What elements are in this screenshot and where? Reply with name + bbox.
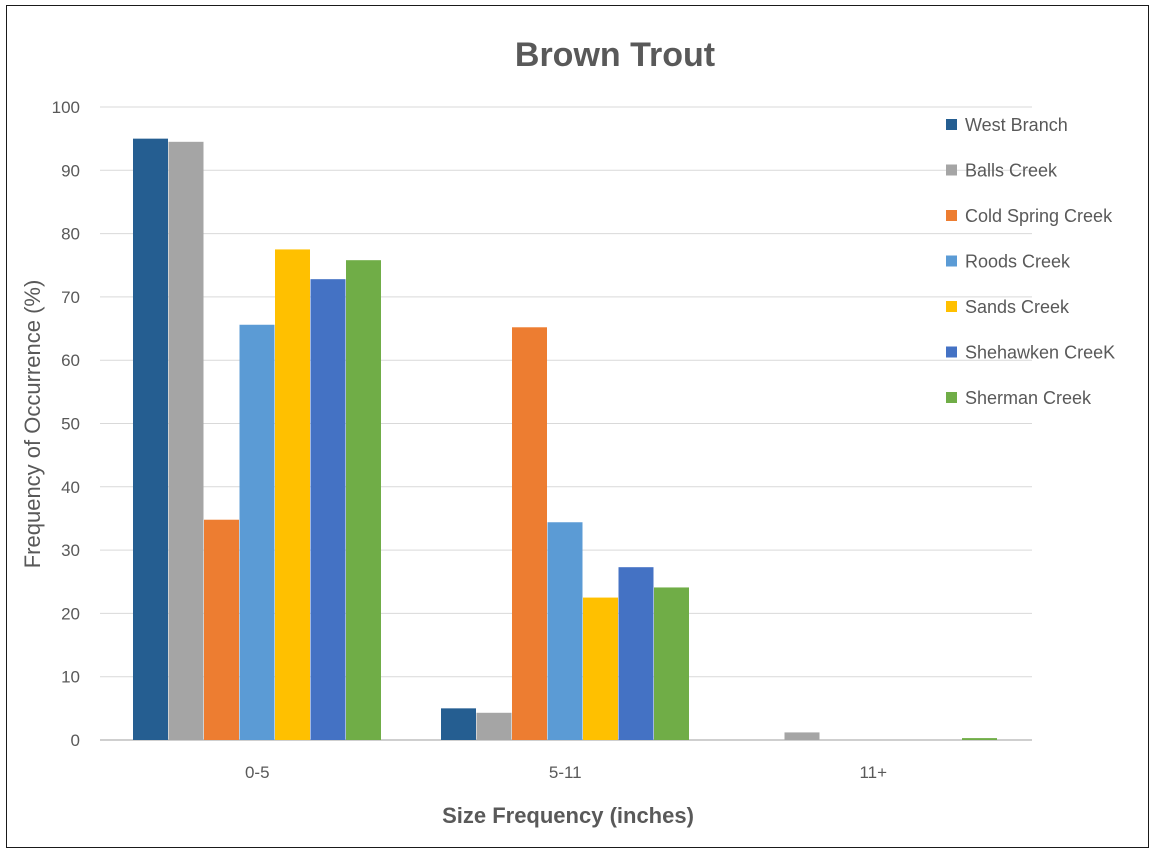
x-tick-label: 11+: [859, 763, 887, 782]
bar-sands-creek-5-11: [583, 597, 618, 740]
legend-swatch: [946, 255, 957, 267]
legend-swatch: [946, 210, 957, 221]
x-tick-label: 0-5: [245, 763, 270, 782]
bar-shehawken-creek-5-11: [618, 567, 654, 740]
y-tick-label: 90: [61, 161, 80, 180]
bar-sherman-creek-5-11: [654, 587, 689, 740]
y-tick-labels: 0 10 20 30 40 50 60 70 80 90 100: [52, 98, 80, 750]
bar-sherman-creek-11+: [962, 738, 997, 740]
y-axis-title: Frequency of Occurrence (%): [20, 280, 45, 569]
legend-swatch: [946, 164, 957, 176]
x-tick-labels: 0-5 5-11 11+: [245, 763, 887, 782]
y-tick-label: 70: [61, 288, 80, 307]
legend-label: Sands Creek: [965, 297, 1070, 317]
legend-swatch: [946, 119, 957, 130]
bar-roods-creek-5-11: [547, 522, 583, 740]
legend-label: West Branch: [965, 115, 1068, 135]
y-tick-label: 50: [61, 415, 80, 434]
y-tick-label: 10: [61, 668, 80, 687]
bar-sands-creek-0-5: [275, 249, 310, 741]
x-tick-label: 5-11: [549, 763, 582, 782]
legend-swatch: [946, 392, 957, 403]
legend-swatch: [946, 301, 957, 312]
y-tick-label: 80: [61, 225, 80, 244]
legend-label: Roods Creek: [965, 252, 1071, 272]
legend-label: Sherman Creek: [965, 388, 1092, 408]
legend-label: Cold Spring Creek: [965, 206, 1113, 226]
legend-label: Shehawken CreeK: [965, 343, 1115, 363]
bar-balls-creek-11+: [784, 732, 820, 740]
y-tick-label: 40: [61, 478, 80, 497]
bar-sherman-creek-0-5: [346, 260, 381, 740]
bar-west-branch-5-11: [441, 708, 476, 740]
bar-shehawken-creek-0-5: [310, 279, 346, 740]
bar-cold-spring-creek-5-11: [512, 327, 547, 740]
bar-west-branch-0-5: [133, 138, 168, 740]
bar-roods-creek-0-5: [239, 324, 275, 740]
bar-cold-spring-creek-0-5: [204, 519, 239, 740]
y-tick-label: 30: [61, 541, 80, 560]
bar-balls-creek-5-11: [476, 712, 512, 740]
y-tick-label: 0: [71, 731, 80, 750]
bars: [133, 138, 997, 741]
legend: West Branch Balls Creek Cold Spring Creek R…: [946, 115, 1115, 408]
bar-balls-creek-0-5: [168, 141, 204, 740]
y-tick-label: 20: [61, 604, 80, 623]
x-axis-title: Size Frequency (inches): [442, 803, 694, 828]
legend-label: Balls Creek: [965, 161, 1058, 181]
legend-swatch: [946, 346, 957, 358]
y-tick-label: 60: [61, 351, 80, 370]
chart-title: Brown Trout: [515, 36, 715, 74]
y-tick-label: 100: [52, 98, 80, 117]
